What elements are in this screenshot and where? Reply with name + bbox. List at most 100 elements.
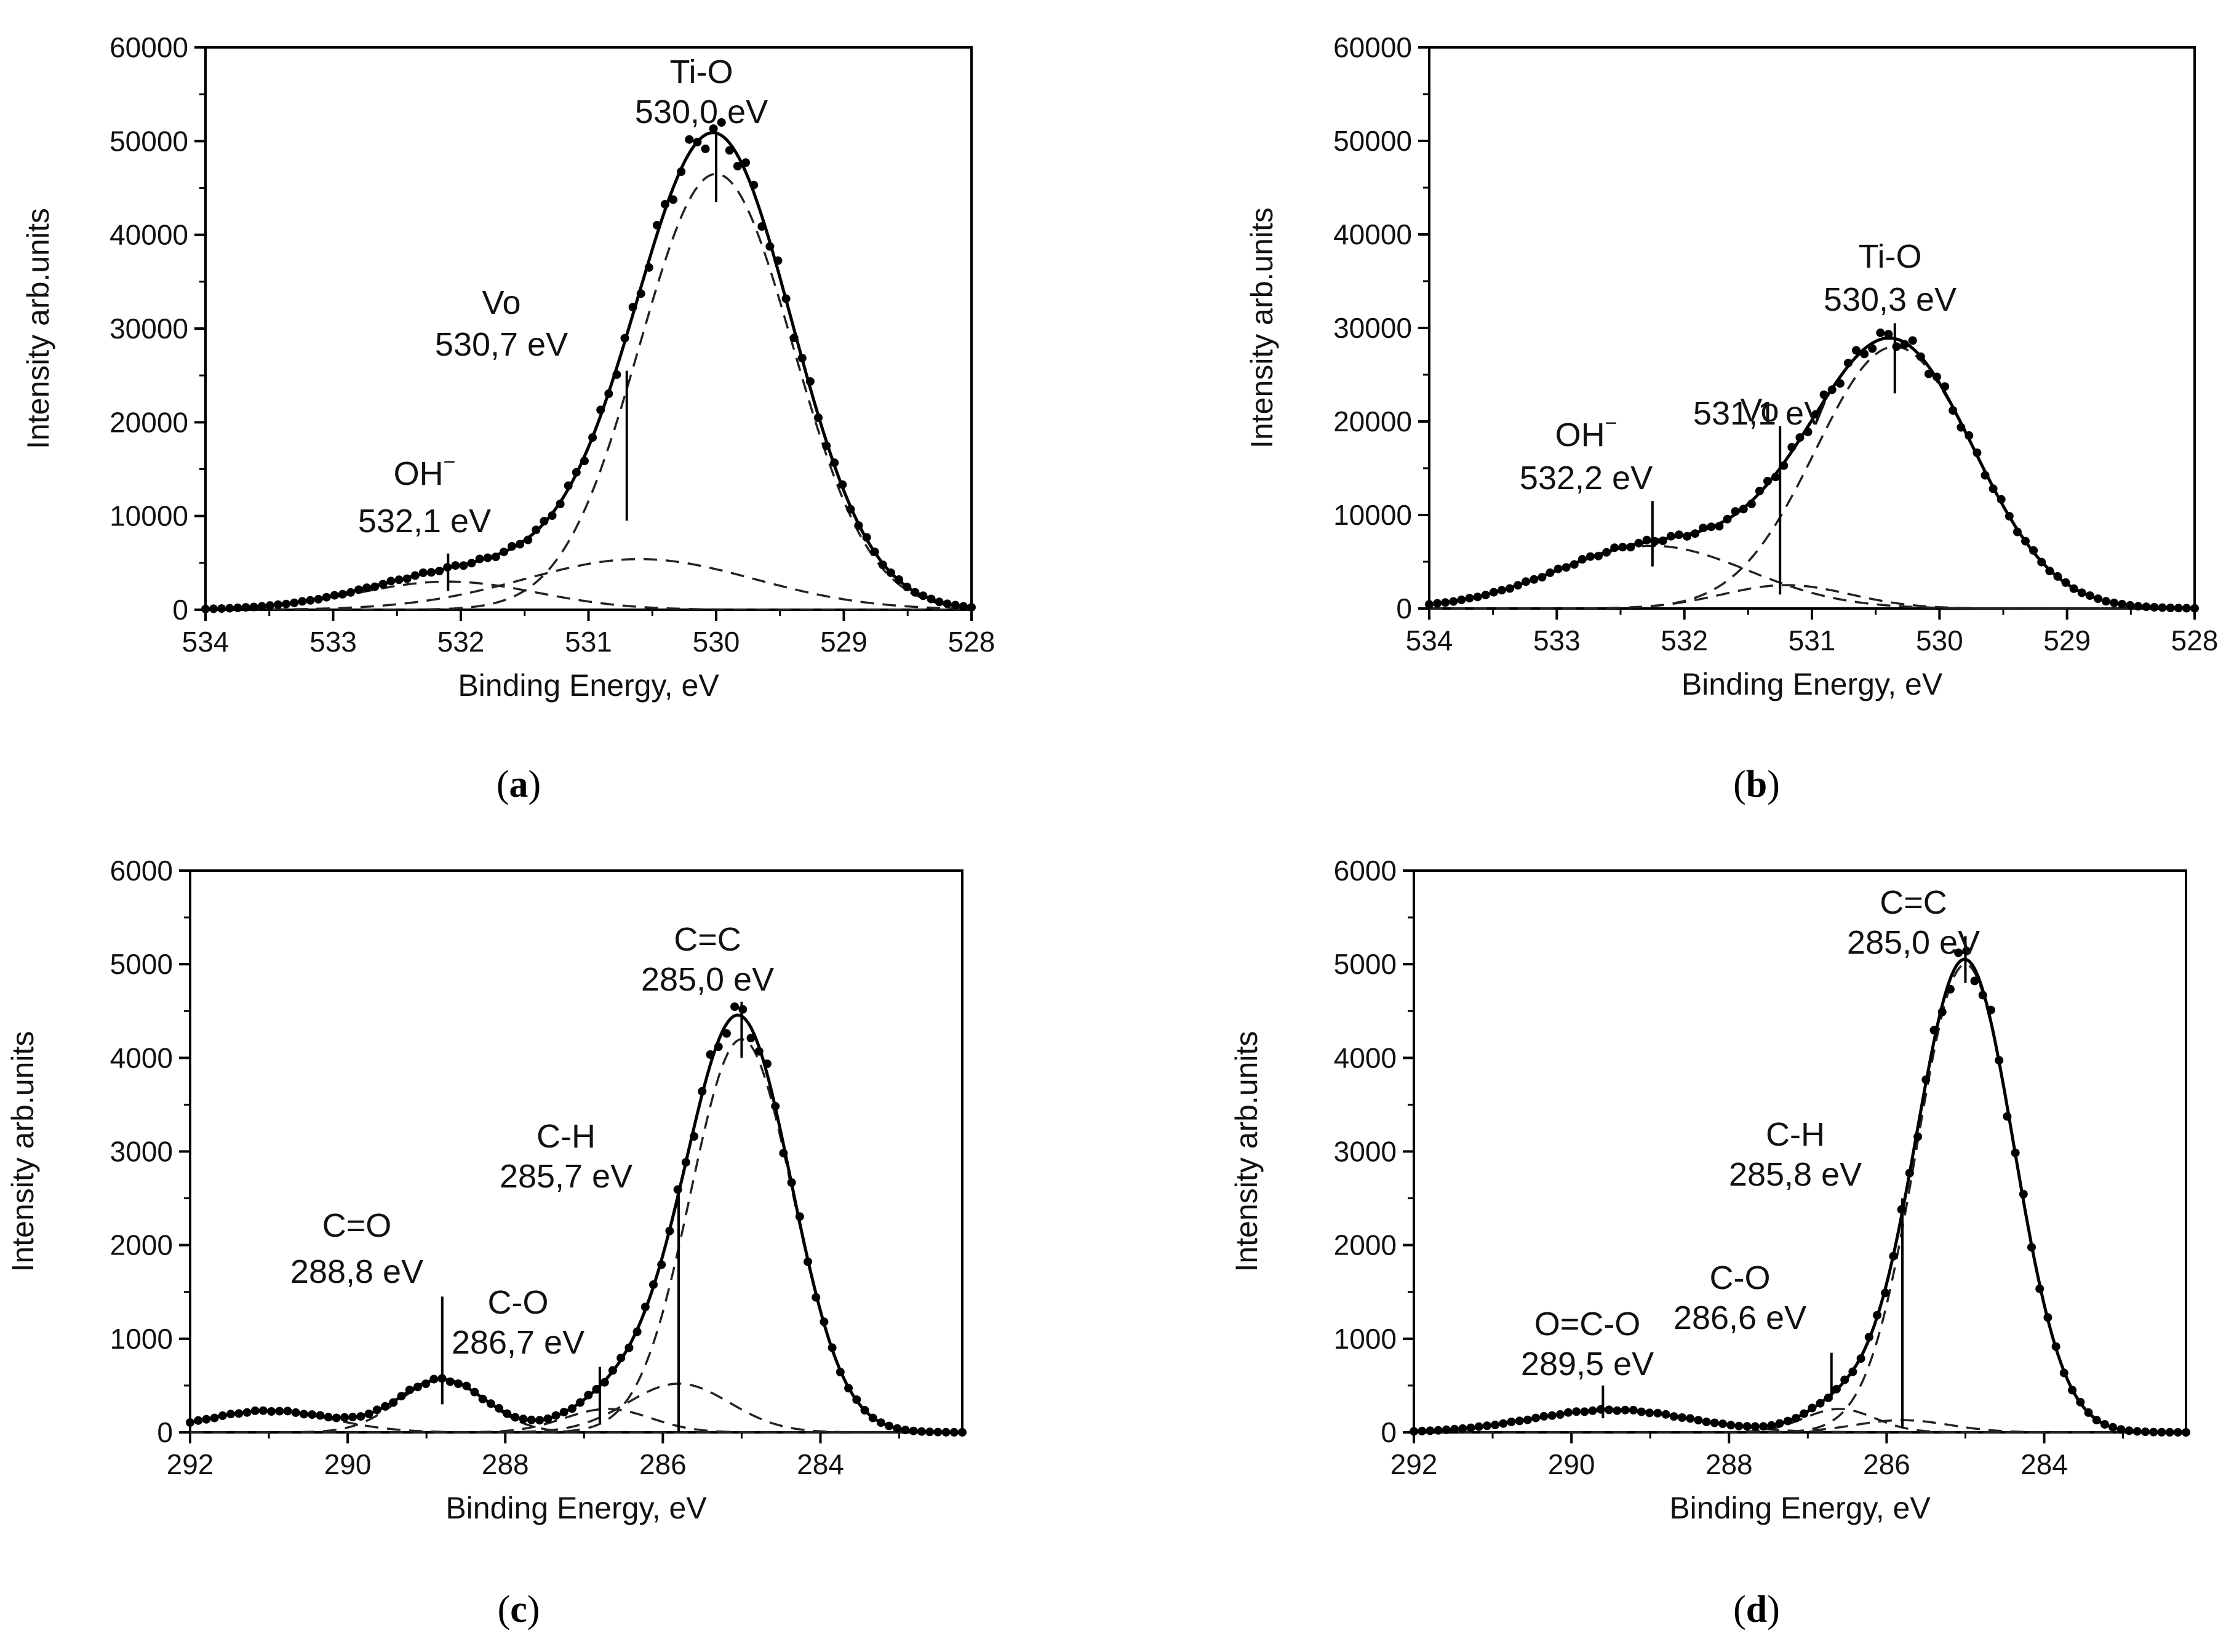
data-point	[418, 568, 428, 577]
data-point	[1763, 477, 1772, 485]
data-point	[1564, 1408, 1573, 1417]
data-point	[225, 604, 234, 613]
data-point	[1426, 1426, 1435, 1435]
data-point	[1546, 568, 1555, 577]
data-point	[797, 354, 807, 362]
data-point	[421, 1379, 431, 1389]
data-point	[1933, 372, 1941, 381]
data-point	[1852, 346, 1861, 355]
data-point	[958, 1427, 967, 1437]
data-point	[1718, 1419, 1727, 1429]
data-point	[1819, 390, 1829, 399]
data-point	[527, 1415, 536, 1424]
data-point	[2102, 597, 2110, 606]
x-axis-label: Binding Energy, eV	[445, 1491, 707, 1525]
data-point	[1995, 1056, 2004, 1065]
data-point	[1425, 600, 1434, 609]
data-point	[2182, 1428, 2190, 1437]
data-point	[1941, 382, 1950, 391]
data-point	[814, 413, 823, 422]
data-point	[636, 289, 645, 298]
data-point	[762, 1059, 772, 1068]
y-tick-label: 0	[1381, 1416, 1397, 1448]
data-point	[693, 137, 702, 146]
peak-label-text: Ti-O	[1859, 238, 1922, 275]
data-point	[1449, 597, 1458, 606]
peak-label-text: Ti-O	[670, 54, 733, 90]
data-point	[2134, 602, 2143, 611]
data-point	[1884, 330, 1893, 339]
data-point	[1816, 1399, 1825, 1408]
peak-value-label: 286,6 eV	[1674, 1299, 1806, 1336]
data-point	[1434, 1426, 1443, 1435]
data-point	[470, 1387, 479, 1397]
data-point	[805, 377, 815, 386]
panel-label: (c)	[498, 1589, 540, 1630]
data-point	[2126, 601, 2135, 610]
y-tick-label: 10000	[1333, 499, 1412, 531]
y-tick-label: 3000	[1334, 1136, 1397, 1168]
y-tick-label: 40000	[1333, 218, 1412, 250]
data-point	[1750, 1422, 1760, 1431]
data-point	[1970, 976, 1979, 986]
data-point	[567, 1404, 576, 1413]
data-point	[435, 567, 444, 576]
data-point	[620, 333, 629, 343]
data-point	[911, 588, 920, 597]
data-point	[1530, 575, 1539, 584]
x-tick-label: 532	[437, 626, 485, 658]
peak-label: OH−	[1555, 412, 1618, 453]
data-point	[1554, 564, 1563, 573]
y-tick-label: 50000	[1333, 125, 1412, 157]
data-point	[1618, 543, 1627, 552]
data-point	[1957, 423, 1966, 432]
data-point	[524, 535, 533, 545]
data-point	[741, 158, 751, 167]
data-point	[1499, 1419, 1508, 1428]
data-point	[1465, 594, 1474, 603]
data-point	[1916, 352, 1925, 361]
peak-value-label: 531,1 eV	[1693, 395, 1826, 432]
x-tick-label: 533	[309, 626, 357, 658]
x-tick-label: 534	[1406, 624, 1453, 656]
y-tick-label: 0	[157, 1416, 173, 1448]
data-point	[838, 480, 847, 489]
data-point	[596, 405, 605, 415]
y-tick-label: 20000	[110, 406, 188, 438]
data-point	[949, 1427, 959, 1437]
data-point	[290, 598, 299, 607]
data-point	[1481, 591, 1490, 600]
data-point	[2003, 1112, 2012, 1121]
peak-value-label: 530,7 eV	[435, 326, 568, 363]
data-point	[669, 195, 678, 204]
y-tick-label: 40000	[110, 219, 188, 251]
peak-label: Vo	[1740, 392, 1779, 429]
data-point	[2093, 594, 2102, 604]
data-point	[1466, 1423, 1475, 1432]
data-point	[690, 1132, 699, 1141]
data-point	[389, 1398, 398, 1407]
data-point	[275, 1407, 284, 1416]
data-point	[661, 200, 669, 209]
panel-label: (d)	[1733, 1589, 1780, 1630]
data-point	[830, 458, 839, 468]
data-point	[1594, 551, 1603, 561]
x-tick-label: 288	[482, 1448, 529, 1480]
data-point	[1442, 1425, 1451, 1434]
data-point	[1924, 369, 1933, 378]
data-point	[685, 135, 694, 144]
data-point	[2092, 1416, 2101, 1424]
y-tick-label: 2000	[1334, 1229, 1397, 1261]
data-point	[893, 1424, 902, 1433]
data-point	[1482, 1421, 1491, 1431]
data-point	[486, 1399, 495, 1408]
data-point	[2068, 1386, 2077, 1395]
data-point	[445, 1377, 455, 1386]
data-point	[1832, 1384, 1841, 1394]
data-point	[2053, 572, 2062, 581]
data-point	[1929, 1026, 1939, 1035]
data-point	[746, 1034, 756, 1043]
data-point	[2110, 598, 2119, 607]
data-point	[242, 1408, 252, 1417]
peak-label-superscript: −	[1605, 412, 1618, 435]
